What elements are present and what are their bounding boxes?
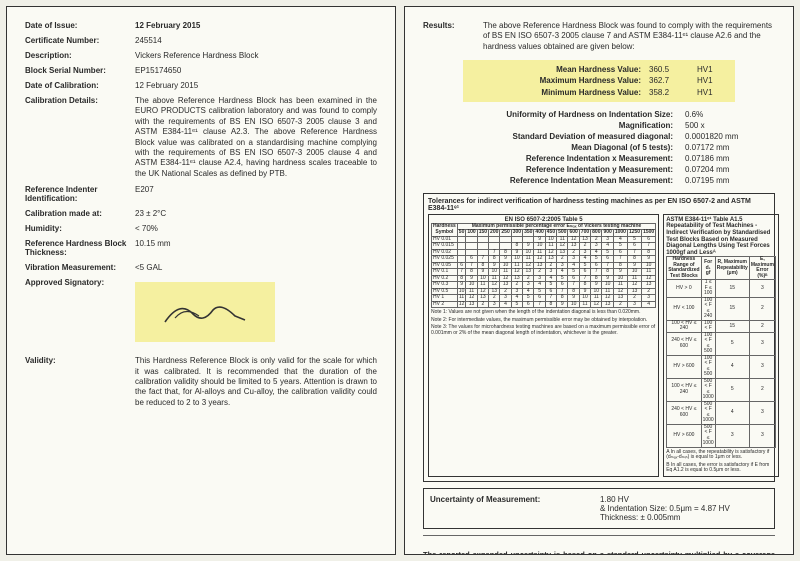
cal-det-value: The above Reference Hardness Block has b… <box>135 96 377 179</box>
refm-k: Reference Indentation Mean Measurement: <box>510 176 673 185</box>
tol-right-title: ASTM E384-11ᵉ¹ Table A1.5 Repeatability … <box>666 217 776 257</box>
cal-at-value: 23 ± 2°C <box>135 209 377 218</box>
refy-v: 0.07204 mm <box>685 165 775 174</box>
ind-value: E207 <box>135 185 377 203</box>
issue-label: Date of Issue: <box>25 21 135 30</box>
serial-value: EP15174650 <box>135 66 377 75</box>
max-k: Maximum Hardness Value: <box>471 75 641 86</box>
mean-v: 360.5 <box>649 64 689 75</box>
valid-value: This Hardness Reference Block is only va… <box>135 356 377 408</box>
r-table: Hardness Range of Standardized Test Bloc… <box>666 256 776 448</box>
refx-v: 0.07186 mm <box>685 154 775 163</box>
min-v: 358.2 <box>649 87 689 98</box>
hum-label: Humidity: <box>25 224 135 233</box>
issue-value: 12 February 2015 <box>135 21 377 30</box>
footer-rule <box>423 535 775 536</box>
note2: Note 2: For intermediate values, the max… <box>431 318 656 324</box>
valid-label: Validity: <box>25 356 135 408</box>
desc-label: Description: <box>25 51 135 60</box>
left-page: Date of Issue:12 February 2015 Certifica… <box>6 6 396 555</box>
note1: Note 1: Values are not given when the le… <box>431 310 656 316</box>
r-noteA: A In all cases, the repeatability is sat… <box>666 450 776 461</box>
signature-box <box>135 282 275 342</box>
note3: Note 3: The values for microhardness tes… <box>431 325 656 336</box>
mdiag-k: Mean Diagonal (of 5 tests): <box>571 143 673 152</box>
vib-value: <5 GAL <box>135 263 377 272</box>
uom-v2: & Indentation Size: 0.5μm = 4.87 HV <box>600 504 730 513</box>
tol-title: Tolerances for indirect verification of … <box>428 198 770 212</box>
vib-label: Vibration Measurement: <box>25 263 135 272</box>
cert-value: 245514 <box>135 36 377 45</box>
uni-k: Uniformity of Hardness on Indentation Si… <box>506 110 673 119</box>
uom-v1: 1.80 HV <box>600 495 730 504</box>
hum-value: < 70% <box>135 224 377 233</box>
hv-table: Hardness SymbolMaximum permissible perce… <box>431 223 656 309</box>
thick-label: Reference Hardness Block Thickness: <box>25 239 135 257</box>
uom-v3: Thickness: ± 0.005mm <box>600 513 730 522</box>
cert-label: Certificate Number: <box>25 36 135 45</box>
mag-k: Magnification: <box>619 121 673 130</box>
results-text: The above Reference Hardness Block was f… <box>483 21 775 52</box>
min-k: Minimum Hardness Value: <box>471 87 641 98</box>
max-v: 362.7 <box>649 75 689 86</box>
sd-k: Standard Deviation of measured diagonal: <box>513 132 673 141</box>
mean-k: Mean Hardness Value: <box>471 64 641 75</box>
min-u: HV1 <box>697 87 727 98</box>
hardness-highlight: Mean Hardness Value: 360.5 HV1 Maximum Har… <box>463 60 735 102</box>
results-label: Results: <box>423 21 483 52</box>
r-noteB: B In all cases, the error is satisfactor… <box>666 463 776 474</box>
max-u: HV1 <box>697 75 727 86</box>
cal-at-label: Calibration made at: <box>25 209 135 218</box>
mag-v: 500 x <box>685 121 775 130</box>
sig-label: Approved Signatory: <box>25 278 135 342</box>
sd-v: 0.0001820 mm <box>685 132 775 141</box>
uom-values: 1.80 HV & Indentation Size: 0.5μm = 4.87… <box>600 495 730 522</box>
uni-v: 0.6% <box>685 110 775 119</box>
uom-k: Uncertainty of Measurement: <box>430 495 600 522</box>
desc-value: Vickers Reference Hardness Block <box>135 51 377 60</box>
refx-k: Reference Indentation x Measurement: <box>526 154 673 163</box>
mean-u: HV1 <box>697 64 727 75</box>
thick-value: 10.15 mm <box>135 239 377 257</box>
mdiag-v: 0.07172 mm <box>685 143 775 152</box>
signature-icon <box>155 292 255 332</box>
serial-label: Block Serial Number: <box>25 66 135 75</box>
right-page: Results: The above Reference Hardness Bl… <box>404 6 794 555</box>
refy-k: Reference Indentation y Measurement: <box>526 165 673 174</box>
refm-v: 0.07195 mm <box>685 176 775 185</box>
tol-right-table: ASTM E384-11ᵉ¹ Table A1.5 Repeatability … <box>663 214 779 477</box>
tolerance-box: Tolerances for indirect verification of … <box>423 193 775 482</box>
cal-det-label: Calibration Details: <box>25 96 135 179</box>
metrics-block: Uniformity of Hardness on Indentation Si… <box>423 110 775 185</box>
cal-date-label: Date of Calibration: <box>25 81 135 90</box>
ind-label: Reference Indenter Identification: <box>25 185 135 203</box>
tol-left-table: EN ISO 6507-2:2005 Table 5 Hardness Symb… <box>428 214 659 477</box>
cal-date-value: 12 February 2015 <box>135 81 377 90</box>
footer-bold: The reported expanded uncertainty is bas… <box>423 550 775 555</box>
uom-box: Uncertainty of Measurement: 1.80 HV & In… <box>423 488 775 529</box>
